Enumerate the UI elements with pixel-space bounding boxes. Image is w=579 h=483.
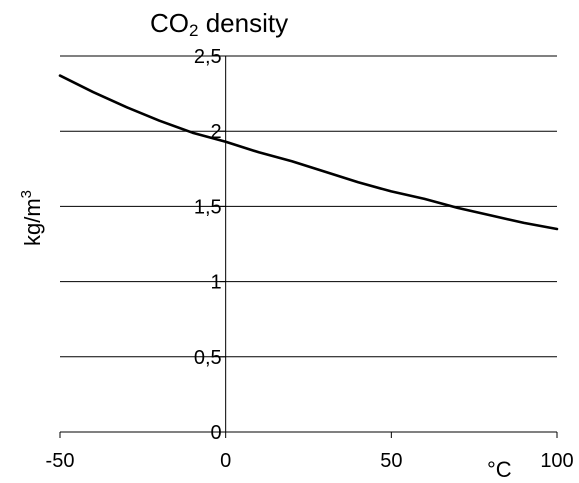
- x-tick-label: 0: [220, 450, 231, 472]
- density-line: [58, 74, 559, 231]
- chart-title: CO2 density: [150, 8, 289, 40]
- x-axis-label: °C: [487, 457, 512, 482]
- y-tick-label: 2,5: [194, 46, 222, 68]
- y-tick-label: 2: [211, 121, 222, 143]
- y-tick-label: 1,5: [194, 196, 222, 218]
- y-tick-label: 0,5: [194, 347, 222, 369]
- x-tick-label: -50: [46, 450, 75, 472]
- x-tick-label: 50: [380, 450, 402, 472]
- x-tick-label: 100: [540, 450, 573, 472]
- y-tick-label: 0: [211, 422, 222, 444]
- y-tick-label: 1: [211, 272, 222, 294]
